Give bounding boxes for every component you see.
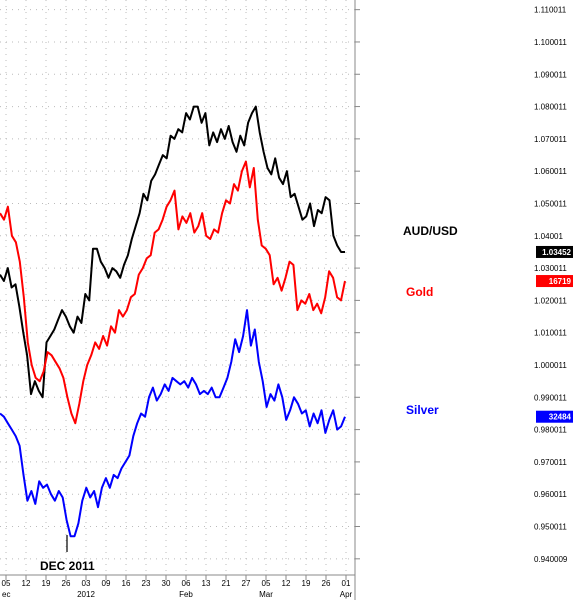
value-badge [536,275,573,288]
x-tick-label: 30 [162,579,171,588]
y-tick-label: 0.940009 [534,555,568,564]
time-axis: 05 12 19 26 03 09 16 23 30 06 13 21 27 05 12 19 26 01 ec 20… [2,575,353,599]
value-badge [536,410,573,423]
series-line-gold [0,160,346,425]
y-tick-label: 1.010011 [534,329,567,338]
y-tick-label: 1.080011 [534,103,567,112]
y-tick-label: 0.950011 [534,523,567,532]
y-tick-label: 1.060011 [534,167,567,176]
series-label: Silver [406,403,439,417]
x-tick-label: 12 [22,579,31,588]
x-tick-label: 16 [122,579,131,588]
y-tick-label: 0.960011 [534,490,567,499]
y-tick-label: 1.100011 [534,38,567,47]
y-tick-label: 0.970011 [534,458,567,467]
y-tick-label: 0.990011 [534,393,567,402]
x-tick-label: 12 [282,579,291,588]
y-tick-label: 1.020011 [534,296,567,305]
x-tick-label: 26 [322,579,331,588]
y-tick-label: 1.050011 [534,199,567,208]
x-month-label: Feb [179,590,193,599]
x-tick-label: 19 [302,579,311,588]
x-month-label: Apr [340,590,353,599]
annotation-label: DEC 2011 [40,559,95,573]
y-tick-label: 1.030011 [534,264,567,273]
x-month-label: ec [2,590,10,599]
y-tick-label: 1.070011 [534,135,567,144]
series-label: AUD/USD [403,224,458,238]
x-tick-label: 26 [62,579,71,588]
x-tick-label: 06 [182,579,191,588]
series-labels: AUD/USD Gold Silver [403,224,458,417]
x-tick-label: 21 [222,579,231,588]
x-tick-label: 13 [202,579,211,588]
x-tick-label: 27 [242,579,251,588]
y-tick-label: 1.090011 [534,70,567,79]
y-tick-label: 1.110011 [534,6,567,15]
y-tick-label: 1.000011 [534,361,567,370]
value-badge [536,245,573,258]
series-line-silver [0,309,346,538]
x-tick-label: 05 [2,579,11,588]
y-tick-label: 1.04001 [534,232,563,241]
price-axis: 1.110011 1.100011 1.090011 1.080011 1.070011… [355,6,568,564]
x-tick-label: 03 [82,579,91,588]
x-month-label: Mar [259,590,273,599]
dec-2011-annotation: DEC 2011 [40,535,95,573]
value-badge-text: 1.03452 [542,248,571,257]
series-group [0,105,346,538]
x-tick-label: 09 [102,579,111,588]
x-tick-label: 19 [42,579,51,588]
x-month-label: 2012 [77,590,95,599]
value-badge-text: 32484 [549,413,572,422]
series-line-aud-usd [0,105,345,399]
x-tick-label: 01 [342,579,351,588]
y-tick-label: 0.980011 [534,426,567,435]
value-badge-text: 16719 [549,277,572,286]
x-tick-label: 05 [262,579,271,588]
value-badges: 1.03452 16719 32484 [536,245,573,423]
series-label: Gold [406,285,433,299]
x-tick-label: 23 [142,579,151,588]
